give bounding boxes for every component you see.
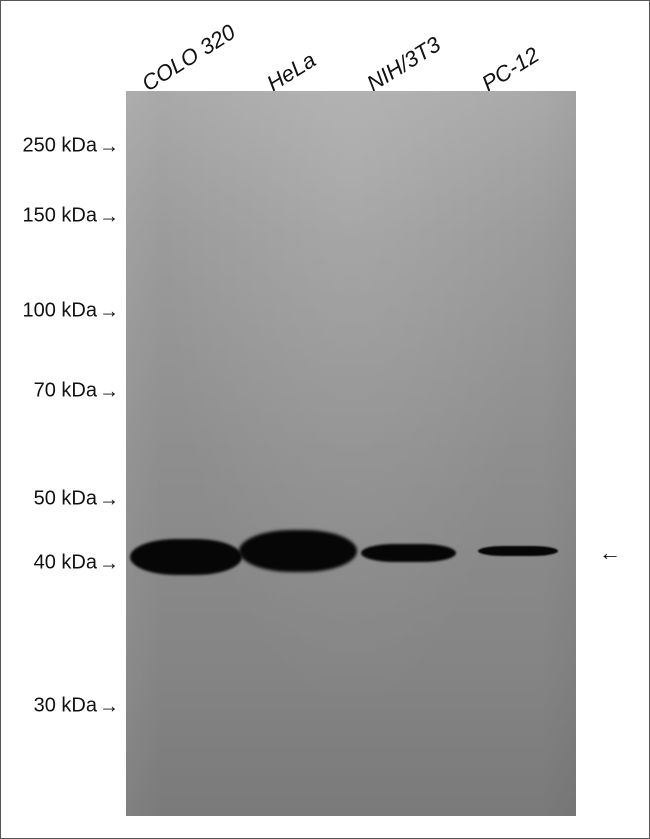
arrow-right-icon: → [99, 381, 119, 404]
lane-label-2: HeLa [262, 47, 320, 97]
mw-marker-label: 100 kDa [23, 300, 98, 322]
mw-marker-40: 40 kDa→ [34, 552, 119, 575]
arrow-right-icon: → [99, 136, 119, 159]
protein-band [239, 530, 357, 572]
mw-marker-label: 250 kDa [23, 135, 98, 157]
mw-marker-label: 150 kDa [23, 205, 98, 227]
mw-marker-label: 30 kDa [34, 695, 97, 717]
mw-marker-label: 70 kDa [34, 380, 97, 402]
arrow-right-icon: → [99, 489, 119, 512]
protein-band [130, 539, 242, 575]
mw-marker-label: 50 kDa [34, 488, 97, 510]
mw-marker-100: 100 kDa→ [23, 300, 120, 323]
lane-label-1: COLO 320 [137, 19, 240, 97]
arrow-right-icon: → [99, 553, 119, 576]
figure-container: COLO 320 HeLa NIH/3T3 PC-12 250 kDa→ 150… [0, 0, 650, 839]
arrow-right-icon: → [99, 696, 119, 719]
mw-marker-150: 150 kDa→ [23, 205, 120, 228]
arrow-right-icon: → [99, 301, 119, 324]
mw-marker-50: 50 kDa→ [34, 488, 119, 511]
lane-label-4: PC-12 [477, 42, 544, 97]
protein-band [361, 544, 456, 562]
mw-marker-30: 30 kDa→ [34, 695, 119, 718]
arrow-right-icon: → [99, 206, 119, 229]
protein-band [478, 546, 558, 556]
target-arrow-icon: ← [599, 540, 621, 566]
mw-marker-250: 250 kDa→ [23, 135, 120, 158]
mw-marker-label: 40 kDa [34, 552, 97, 574]
blot-membrane: WWW.PTGLAB.COM [126, 91, 576, 816]
mw-marker-70: 70 kDa→ [34, 380, 119, 403]
lane-label-3: NIH/3T3 [362, 32, 445, 97]
